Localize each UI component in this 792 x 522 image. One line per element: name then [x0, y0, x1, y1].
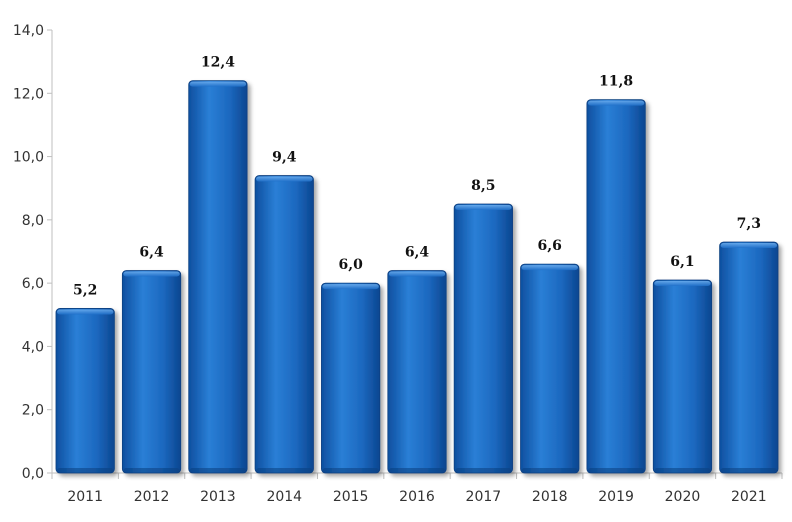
- y-tick-label: 8,0: [22, 213, 44, 229]
- bar-highlight: [521, 265, 578, 271]
- bar-2012: [121, 270, 182, 474]
- bar-base: [123, 468, 180, 473]
- bar-highlight: [587, 100, 645, 106]
- bar-body: [586, 99, 646, 474]
- bar-highlight: [388, 271, 446, 277]
- bar-body: [121, 270, 182, 474]
- y-tick-label: 10,0: [13, 150, 44, 166]
- bar-highlight: [720, 243, 778, 249]
- bar-highlight: [455, 205, 512, 211]
- bar-base: [654, 468, 711, 473]
- data-label: 5,2: [73, 282, 97, 298]
- bar-2018: [520, 263, 580, 474]
- x-tick-label: 2015: [333, 489, 369, 505]
- x-tick-label: 2021: [731, 489, 767, 505]
- bar-2017: [453, 203, 513, 474]
- data-label: 7,3: [737, 216, 761, 232]
- bar-2011: [55, 308, 115, 474]
- bar-2015: [321, 282, 381, 474]
- y-axis: 0,0 2,0 4,0 6,0 8,0 10,0 12,0 14,0: [13, 23, 53, 482]
- x-tick-label: 2016: [399, 489, 435, 505]
- bar-highlight: [322, 284, 379, 290]
- bar-base: [322, 468, 379, 473]
- data-label: 6,4: [405, 244, 430, 260]
- x-tick-label: 2013: [200, 489, 236, 505]
- data-label: 6,0: [338, 257, 363, 273]
- data-label: 6,6: [538, 238, 562, 254]
- data-label: 8,5: [471, 178, 495, 194]
- x-tick-label: 2014: [266, 489, 302, 505]
- y-tick-label: 14,0: [13, 23, 44, 39]
- bars: [55, 80, 779, 474]
- x-tick-label: 2019: [598, 489, 634, 505]
- bar-base: [587, 468, 645, 473]
- bar-highlight: [189, 81, 247, 87]
- bar-highlight: [654, 280, 711, 286]
- bar-base: [521, 468, 578, 473]
- bar-base: [256, 468, 313, 473]
- bar-body: [453, 203, 513, 474]
- x-tick-label: 2017: [466, 489, 502, 505]
- x-axis: 2011 2012 2013 2014 2015 2016 2017 2018 2019 2020…: [51, 472, 783, 505]
- y-tick-label: 0,0: [22, 466, 44, 482]
- bar-body: [188, 80, 248, 474]
- bar-body: [652, 279, 713, 474]
- bar-highlight: [56, 309, 114, 315]
- data-label: 11,8: [599, 74, 633, 90]
- bar-body: [719, 241, 779, 474]
- bar-base: [189, 468, 247, 473]
- x-tick-label: 2020: [665, 489, 701, 505]
- bar-2016: [387, 270, 447, 474]
- bar-body: [520, 263, 580, 474]
- bar-body: [254, 175, 314, 474]
- bar-body: [387, 270, 447, 474]
- bar-body: [55, 308, 115, 474]
- bar-highlight: [256, 176, 313, 182]
- bar-2013: [188, 80, 248, 474]
- x-tick-label: 2018: [532, 489, 568, 505]
- bar-2021: [719, 241, 779, 474]
- data-label: 12,4: [201, 55, 235, 71]
- data-label: 9,4: [272, 150, 297, 166]
- bar-2019: [586, 99, 646, 474]
- bar-2020: [652, 279, 713, 474]
- y-tick-label: 4,0: [22, 339, 44, 355]
- bar-base: [388, 468, 446, 473]
- bar-body: [321, 282, 381, 474]
- bar-base: [720, 468, 778, 473]
- data-label: 6,4: [139, 244, 164, 260]
- bar-base: [455, 468, 512, 473]
- bar-highlight: [123, 271, 180, 277]
- x-tick-label: 2011: [67, 489, 103, 505]
- bar-base: [56, 468, 114, 473]
- data-label: 6,1: [670, 254, 694, 270]
- x-tick-label: 2012: [134, 489, 170, 505]
- y-tick-label: 12,0: [13, 86, 44, 102]
- y-tick-label: 6,0: [22, 276, 44, 292]
- y-tick-label: 2,0: [22, 403, 44, 419]
- data-labels: 5,2 6,4 12,4 9,4 6,0 6,4 8,5 6,6 11,8 6,1 7,3: [73, 55, 761, 299]
- bar-2014: [254, 175, 314, 474]
